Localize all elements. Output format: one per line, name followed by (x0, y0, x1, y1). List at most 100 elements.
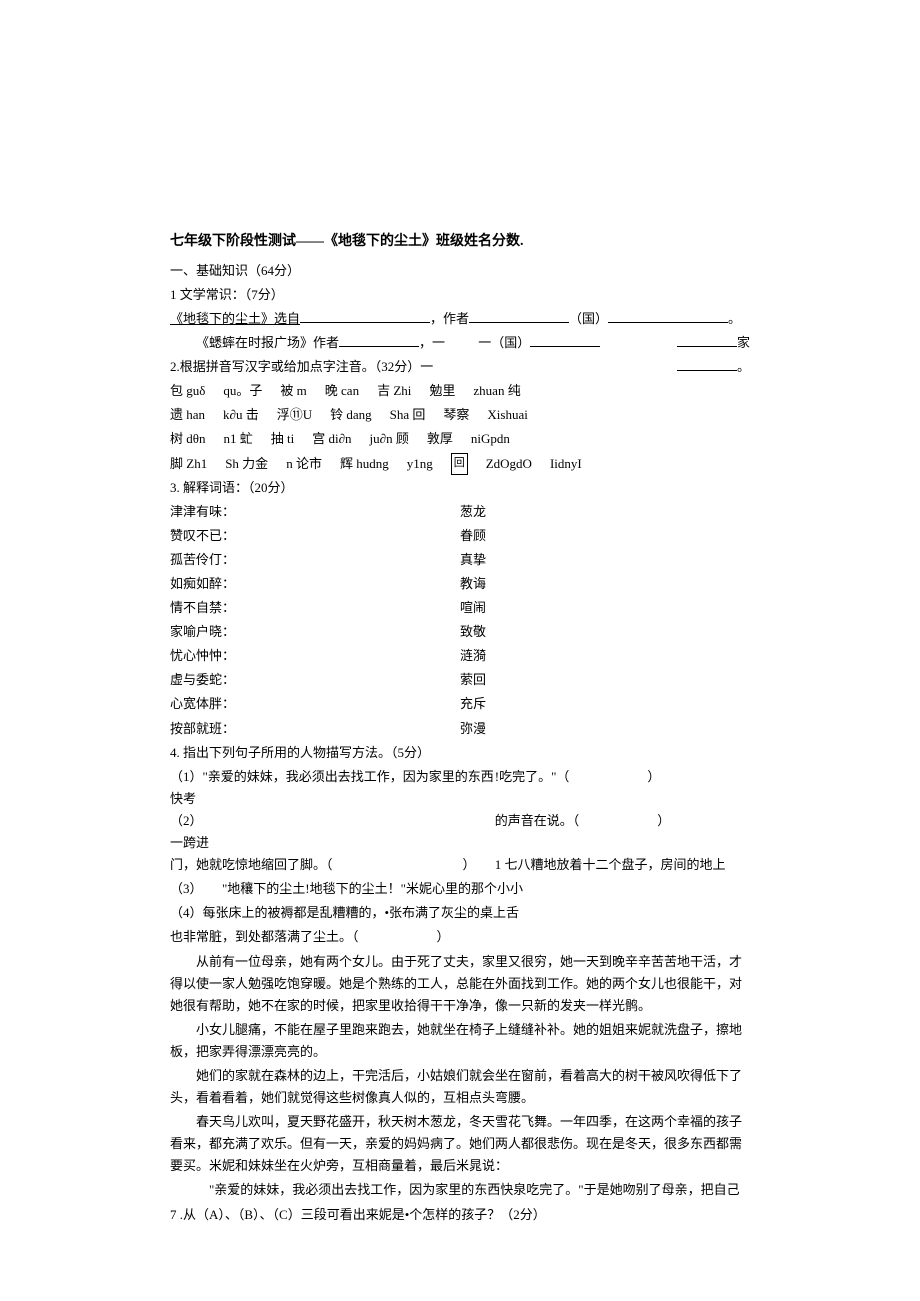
q1-line-b2: 2.根据拼音写汉字或给加点字注音。（32分）一 。 (170, 356, 750, 378)
word-row: 情不自禁：喧闹 (170, 597, 750, 619)
passage-para-1: 从前有一位母亲，她有两个女儿。由于死了丈夫，家里又很穷，她一天到晚辛辛苦苦地干活… (170, 951, 750, 1017)
q4-2b-left: 门，她就吃惊地缩回了脚。（ ） (170, 854, 495, 876)
pinyin-cell: 遗 han (170, 404, 205, 426)
blank[interactable] (608, 310, 728, 323)
word-left: 按部就班： (170, 718, 460, 740)
pinyin-cell: ju∂n 顾 (370, 428, 409, 450)
word-right: 充斥 (460, 693, 750, 715)
pinyin-cell: 勉里 (429, 380, 455, 402)
q1-line-b: 《蟋蟀在时报广场》作者，一 一（国） 家 (170, 332, 750, 354)
pinyin-cell: Sha 回 (390, 404, 426, 426)
pinyin-cell: n1 虻 (223, 428, 252, 450)
pinyin-cell: zhuan 纯 (473, 380, 520, 402)
pinyin-cell: 脚 Zh1 (170, 453, 207, 475)
blank[interactable] (530, 334, 600, 347)
blank[interactable] (339, 334, 419, 347)
q4-4: （4）每张床上的被褥都是乱糟糟的，•张布满了灰尘的桌上舌 (170, 902, 750, 924)
q4-2b: 门，她就吃惊地缩回了脚。（ ） 1 七八糟地放着十二个盘子，房间的地上 (170, 854, 750, 876)
q4-5: 也非常脏，到处都落满了尘土。（ ） (170, 926, 750, 948)
page-title: 七年级下阶段性测试——《地毯下的尘土》班级姓名分数. (170, 230, 750, 254)
pinyin-row-3: 树 dθn n1 虻 抽 ti 宫 di∂n ju∂n 顾 敦厚 niGpdn (170, 428, 750, 450)
blank[interactable] (469, 310, 569, 323)
q7: 7 .从（A）、（B）、（C）三段可看出来妮是•个怎样的孩子？（2分） (170, 1204, 750, 1226)
word-right: 葱龙 (460, 501, 750, 523)
pinyin-row-2: 遗 han k∂u 击 浮⑪U 铃 dang Sha 回 琴察 Xishuai (170, 404, 750, 426)
word-row: 心宽体胖：充斥 (170, 693, 750, 715)
pinyin-cell: 敦厚 (427, 428, 453, 450)
q4-head: 4. 指出下列句子所用的人物描写方法。（5分） (170, 742, 750, 764)
blank[interactable] (677, 358, 737, 371)
pinyin-cell: 琴察 (443, 404, 469, 426)
word-left: 赞叹不已： (170, 525, 460, 547)
passage-para-4: 春天鸟儿欢叫，夏天野花盛开，秋天树木葱龙，冬天雪花飞舞。一年四季，在这两个幸福的… (170, 1111, 750, 1177)
q4-2-right: 的声音在说。（ ） (495, 810, 750, 854)
q3-head: 3. 解释词语：（20分） (170, 477, 750, 499)
word-right: 真挚 (460, 549, 750, 571)
pinyin-cell: 晚 can (325, 380, 359, 402)
pinyin-cell: 宫 di∂n (312, 428, 351, 450)
word-row: 赞叹不已：眷顾 (170, 525, 750, 547)
word-left: 津津有味： (170, 501, 460, 523)
q2-head: 2.根据拼音写汉字或给加点字注音。（32分）一 (170, 359, 433, 374)
q1b-end2: 。 (737, 359, 750, 374)
section-heading: 一、基础知识（64分） (170, 260, 750, 282)
word-right: 弥漫 (460, 718, 750, 740)
blank[interactable] (677, 334, 737, 347)
pinyin-cell: Xishuai (487, 404, 527, 426)
passage-para-3: 她们的家就在森林的边上，干完活后，小姑娘们就会坐在窗前，看着高大的树干被风吹得低… (170, 1065, 750, 1109)
pinyin-cell: y1ng (407, 453, 433, 475)
pinyin-cell: 浮⑪U (277, 404, 312, 426)
pinyin-cell: niGpdn (471, 428, 510, 450)
pinyin-cell: qu。子 (223, 380, 262, 402)
word-left: 如痴如醉： (170, 573, 460, 595)
blank[interactable] (300, 310, 430, 323)
pinyin-cell: 吉 Zhi (377, 380, 411, 402)
word-right: 眷顾 (460, 525, 750, 547)
word-left: 虚与委蛇： (170, 669, 460, 691)
pinyin-cell: 铃 dang (330, 404, 372, 426)
word-row: 按部就班：弥漫 (170, 718, 750, 740)
word-left: 情不自禁： (170, 597, 460, 619)
word-row: 忧心忡忡：涟漪 (170, 645, 750, 667)
word-row: 虚与委蛇：萦回 (170, 669, 750, 691)
q1a-end: 。 (728, 311, 741, 326)
word-right: 教诲 (460, 573, 750, 595)
pinyin-cell: 辉 hudng (340, 453, 389, 475)
q4-3: （3） "地穰下的尘土!地毯下的尘土！"米妮心里的那个小小 (170, 878, 750, 900)
pinyin-cell: 抽 ti (271, 428, 294, 450)
q1b-country: 一（国） (478, 335, 530, 350)
pinyin-cell: Sh 力金 (225, 453, 268, 475)
pinyin-cell: ZdOgdO (486, 453, 532, 475)
passage-para-5: "亲爱的妹妹，我必须出去找工作，因为家里的东西快泉吃完了。"于是她吻别了母亲，把… (170, 1179, 750, 1201)
word-right: 涟漪 (460, 645, 750, 667)
q4-2: （2） 一跨进 的声音在说。（ ） (170, 810, 750, 854)
pinyin-row-1: 包 guδ qu。子 被 m 晚 can 吉 Zhi 勉里 zhuan 纯 (170, 380, 750, 402)
q4-2-left: （2） 一跨进 (170, 810, 495, 854)
pinyin-cell: 树 dθn (170, 428, 205, 450)
word-row: 如痴如醉：教诲 (170, 573, 750, 595)
word-right: 致敬 (460, 621, 750, 643)
q1-head: 1 文学常识：（7分） (170, 284, 750, 306)
q4-3-right: 1 七八糟地放着十二个盘子，房间的地上 (495, 854, 750, 876)
q1-line-a: 《地毯下的尘土》选自，作者（国）。 (170, 308, 750, 330)
q4-1-right: !吃完了。"（ ） (495, 766, 750, 810)
pinyin-cell: k∂u 击 (223, 404, 259, 426)
pinyin-cell: 包 guδ (170, 380, 205, 402)
pinyin-cell: IidnyI (550, 453, 582, 475)
pinyin-extra-box: 回 (451, 453, 468, 475)
pinyin-cell: 被 m (280, 380, 306, 402)
q4-1-left: （1）"亲爱的妹妹，我必须出去找工作，因为家里的东西快考 (170, 766, 495, 810)
word-row: 家喻户晓：致敬 (170, 621, 750, 643)
pinyin-row-4: 脚 Zh1 Sh 力金 n 论市 辉 hudng y1ng 回 ZdOgdO I… (170, 453, 750, 475)
q1a-mid: ，作者 (430, 311, 469, 326)
word-left: 家喻户晓： (170, 621, 460, 643)
q1b-pre: 《蟋蟀在时报广场》作者 (196, 335, 339, 350)
word-left: 忧心忡忡： (170, 645, 460, 667)
q4-1: （1）"亲爱的妹妹，我必须出去找工作，因为家里的东西快考 !吃完了。"（ ） (170, 766, 750, 810)
passage-para-2: 小女儿腿痛，不能在屋子里跑来跑去，她就坐在椅子上缝缝补补。她的姐姐来妮就洗盘子，… (170, 1019, 750, 1063)
q1b-end1: 家 (737, 335, 750, 350)
word-right: 喧闹 (460, 597, 750, 619)
pinyin-cell: n 论市 (286, 453, 322, 475)
word-row: 孤苦伶仃：真挚 (170, 549, 750, 571)
word-right: 萦回 (460, 669, 750, 691)
